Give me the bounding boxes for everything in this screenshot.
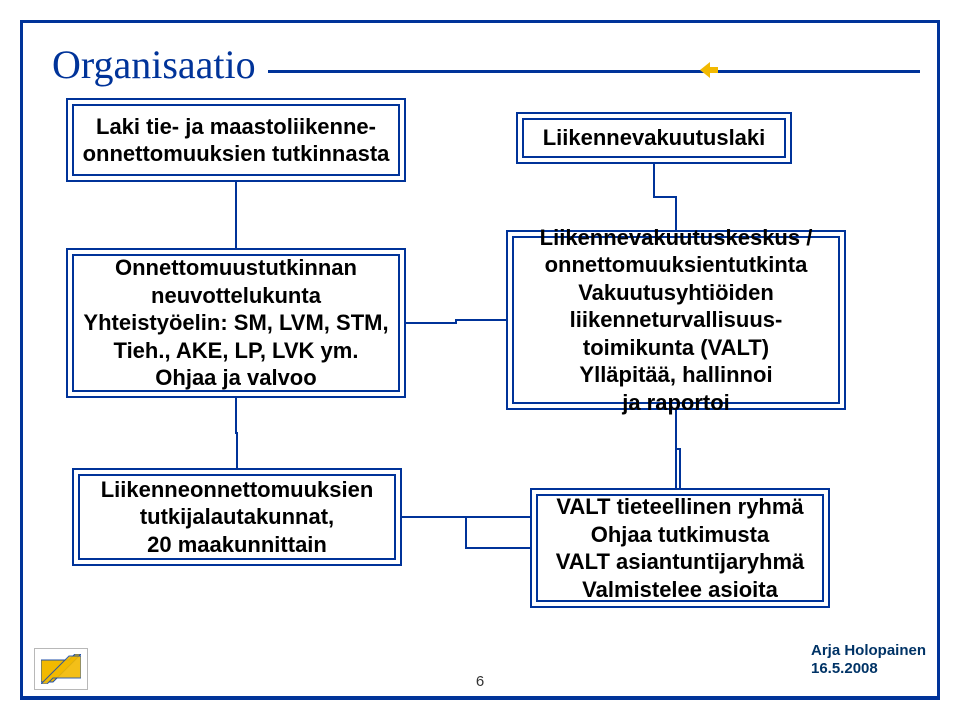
box-lautakunnat-label: Liikenneonnettomuuksientutkijalautakunna… xyxy=(78,474,396,560)
box-lvl: Liikennevakuutuslaki xyxy=(516,112,792,164)
author-line-1: Arja Holopainen xyxy=(811,642,926,660)
box-laki-label: Laki tie- ja maastoliikenne-onnettomuuks… xyxy=(72,104,400,176)
box-neuvottelu-label: OnnettomuustutkinnanneuvottelukuntaYhtei… xyxy=(72,254,400,392)
box-valt: Liikennevakuutuskeskus /onnettomuuksient… xyxy=(506,230,846,410)
box-lautakunnat: Liikenneonnettomuuksientutkijalautakunna… xyxy=(72,468,402,566)
footer-author: Arja Holopainen 16.5.2008 xyxy=(811,642,926,678)
slide-root: Organisaatio 6 Arja Holopainen 16.5.2008… xyxy=(0,0,960,720)
footer-divider xyxy=(22,696,938,698)
box-tiede-label: VALT tieteellinen ryhmäOhjaa tutkimustaV… xyxy=(536,494,824,602)
box-neuvottelu: OnnettomuustutkinnanneuvottelukuntaYhtei… xyxy=(66,248,406,398)
box-lvl-label: Liikennevakuutuslaki xyxy=(522,118,786,158)
page-title: Organisaatio xyxy=(40,41,268,88)
box-valt-label: Liikennevakuutuskeskus /onnettomuuksient… xyxy=(512,236,840,404)
box-tiede: VALT tieteellinen ryhmäOhjaa tutkimustaV… xyxy=(530,488,830,608)
author-line-2: 16.5.2008 xyxy=(811,660,926,678)
box-laki: Laki tie- ja maastoliikenne-onnettomuuks… xyxy=(66,98,406,182)
